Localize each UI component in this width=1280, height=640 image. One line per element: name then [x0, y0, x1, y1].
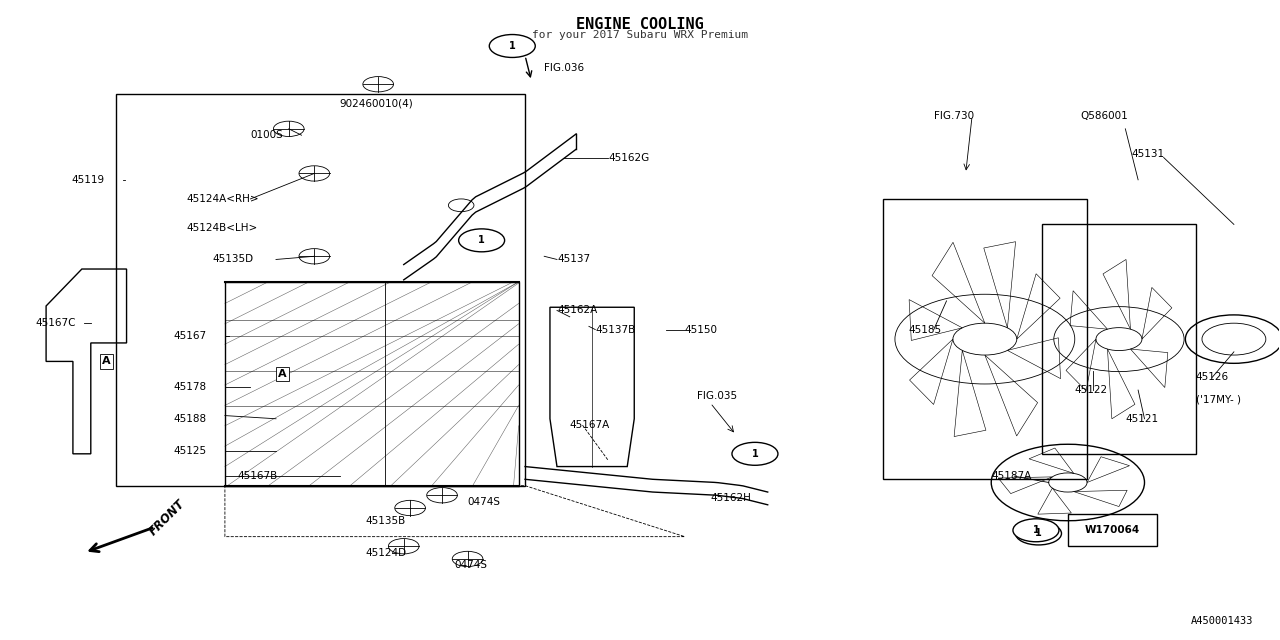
Text: 45124A<RH>: 45124A<RH> — [187, 194, 260, 204]
Circle shape — [1015, 522, 1061, 545]
Text: 45167B: 45167B — [238, 471, 278, 481]
Text: 45150: 45150 — [685, 324, 718, 335]
Text: 0100S: 0100S — [251, 130, 283, 140]
Text: 45188: 45188 — [174, 414, 207, 424]
Bar — [225, 282, 518, 486]
Text: 45178: 45178 — [174, 382, 207, 392]
Text: FIG.730: FIG.730 — [934, 111, 974, 121]
Text: 1: 1 — [1033, 525, 1039, 535]
Text: ENGINE COOLING: ENGINE COOLING — [576, 17, 704, 32]
Text: 45162A: 45162A — [557, 305, 598, 316]
Text: ('17MY- ): ('17MY- ) — [1196, 395, 1240, 404]
Circle shape — [458, 229, 504, 252]
Bar — [1042, 225, 1196, 454]
Text: 1: 1 — [509, 41, 516, 51]
Text: 45187A: 45187A — [991, 471, 1032, 481]
Text: 1: 1 — [751, 449, 758, 459]
Text: 45121: 45121 — [1125, 414, 1158, 424]
Text: 45119: 45119 — [72, 175, 105, 185]
Text: 1: 1 — [1036, 529, 1042, 538]
Text: 45131: 45131 — [1132, 149, 1165, 159]
Text: 45162H: 45162H — [710, 493, 751, 504]
Text: A: A — [102, 356, 110, 367]
Text: A: A — [278, 369, 287, 379]
Text: W170064: W170064 — [1085, 525, 1140, 535]
Text: 45124B<LH>: 45124B<LH> — [187, 223, 257, 232]
Bar — [1068, 515, 1157, 546]
Text: FRONT: FRONT — [147, 497, 188, 538]
Text: 45167: 45167 — [174, 331, 207, 341]
Text: A450001433: A450001433 — [1190, 616, 1253, 626]
Text: for your 2017 Subaru WRX Premium: for your 2017 Subaru WRX Premium — [532, 30, 748, 40]
Text: 45135D: 45135D — [212, 255, 253, 264]
Text: 902460010(4): 902460010(4) — [340, 99, 413, 108]
Text: 45126: 45126 — [1196, 372, 1229, 382]
Text: 0474S: 0474S — [454, 561, 488, 570]
Text: 45167A: 45167A — [570, 420, 611, 430]
Text: 45122: 45122 — [1074, 385, 1107, 395]
Text: FIG.035: FIG.035 — [698, 392, 737, 401]
Bar — [883, 199, 1087, 479]
Text: 45137: 45137 — [557, 255, 590, 264]
Text: 45162G: 45162G — [608, 152, 649, 163]
Text: Q586001: Q586001 — [1080, 111, 1129, 121]
Text: 45137B: 45137B — [595, 324, 636, 335]
Circle shape — [489, 35, 535, 58]
Text: 45125: 45125 — [174, 445, 207, 456]
Text: 45185: 45185 — [909, 324, 941, 335]
Circle shape — [1012, 519, 1059, 541]
Text: 45124D: 45124D — [365, 548, 407, 557]
Text: 45135B: 45135B — [365, 516, 406, 525]
Text: 45167C: 45167C — [36, 318, 77, 328]
Text: 1: 1 — [479, 236, 485, 245]
Circle shape — [732, 442, 778, 465]
Text: FIG.036: FIG.036 — [544, 63, 585, 74]
Text: 0474S: 0474S — [467, 497, 500, 507]
